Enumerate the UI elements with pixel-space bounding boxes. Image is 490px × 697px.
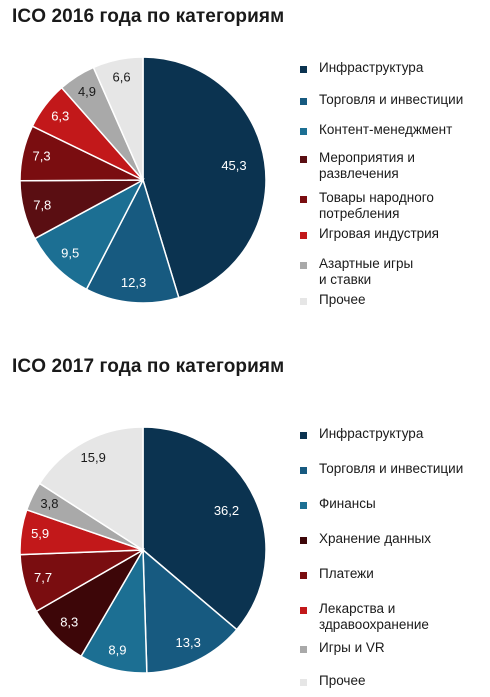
legend-item: Хранение данных — [300, 531, 490, 547]
legend-item: Лекарства и здравоохранение — [300, 601, 490, 633]
slice-value-label: 7,7 — [34, 570, 52, 585]
legend-swatch — [300, 128, 307, 135]
legend-swatch — [300, 537, 307, 544]
slice-value-label: 15,9 — [81, 450, 106, 465]
legend-label: Инфраструктура — [319, 60, 424, 75]
pie-slice-1 — [85, 178, 180, 304]
slice-value-label: 13,3 — [176, 635, 201, 650]
legend-swatch — [300, 196, 307, 203]
chart-panel-2016: ICO 2016 года по категориям 45,3 12,3 9,5 7… — [0, 0, 490, 340]
legend-swatch — [300, 572, 307, 579]
legend-item: Инфраструктура — [300, 426, 490, 442]
legend-label: Платежи — [319, 566, 374, 581]
slice-value-label: 5,9 — [31, 526, 49, 541]
legend-label: Мероприятия и развлечения — [319, 150, 415, 181]
pie-slice-0 — [142, 426, 267, 631]
legend-item: Мероприятия и развлечения — [300, 150, 490, 182]
legend-label: Торговля и инвестиции — [319, 92, 464, 107]
legend-label: Азартные игры и ставки — [319, 256, 414, 287]
legend-label: Финансы — [319, 496, 376, 511]
pie-chart-2017: 36,2 13,3 8,9 8,3 7,7 5,9 3,8 15,9 — [19, 426, 267, 674]
slice-value-label: 6,6 — [113, 70, 131, 85]
legend-label: Прочее — [319, 292, 366, 307]
chart-title-2017: ICO 2017 года по категориям — [12, 356, 285, 377]
legend-label: Хранение данных — [319, 531, 431, 546]
legend-label: Товары народного потребления — [319, 190, 434, 221]
legend-swatch — [300, 502, 307, 509]
legend-swatch — [300, 432, 307, 439]
pie-chart-2016: 45,3 12,3 9,5 7,8 7,3 6,3 4,9 6,6 — [19, 56, 267, 304]
legend-label: Игровая индустрия — [319, 226, 439, 241]
legend-item: Торговля и инвестиции — [300, 92, 490, 108]
slice-value-label: 4,9 — [78, 84, 96, 99]
legend-item: Азартные игры и ставки — [300, 256, 490, 288]
slice-value-label: 36,2 — [214, 503, 239, 518]
legend-item: Товары народного потребления — [300, 190, 490, 222]
legend-swatch — [300, 262, 307, 269]
legend-swatch — [300, 679, 307, 686]
chart-title-2016: ICO 2016 года по категориям — [12, 6, 285, 27]
legend-item: Прочее — [300, 673, 490, 689]
legend-label: Лекарства и здравоохранение — [319, 601, 429, 632]
slice-value-label: 8,9 — [108, 642, 126, 657]
legend-swatch — [300, 156, 307, 163]
pie-slice-7 — [38, 426, 144, 552]
legend-swatch — [300, 298, 307, 305]
legend-item: Финансы — [300, 496, 490, 512]
slice-value-label: 12,3 — [121, 275, 146, 290]
pie-slice-0 — [142, 56, 267, 299]
legend-label: Контент-менеджмент — [319, 122, 453, 137]
legend-item: Платежи — [300, 566, 490, 582]
legend-label: Инфраструктура — [319, 426, 424, 441]
slice-value-label: 7,8 — [33, 197, 51, 212]
slice-value-label: 9,5 — [61, 246, 79, 261]
legend-item: Торговля и инвестиции — [300, 461, 490, 477]
slice-value-label: 7,3 — [33, 148, 51, 163]
slice-value-label: 8,3 — [60, 615, 78, 630]
pie-slice-1 — [142, 548, 238, 674]
legend-label: Прочее — [319, 673, 366, 688]
pie-slice-7 — [92, 56, 144, 181]
legend-swatch — [300, 232, 307, 239]
legend-swatch — [300, 646, 307, 653]
chart-panel-2017: ICO 2017 года по категориям 36,2 13,3 8,9 8… — [0, 350, 490, 697]
legend-swatch — [300, 467, 307, 474]
legend-item: Контент-менеджмент — [300, 122, 490, 138]
legend-item: Инфраструктура — [300, 60, 490, 76]
slice-value-label: 6,3 — [51, 108, 69, 123]
legend-swatch — [300, 98, 307, 105]
legend-item: Игры и VR — [300, 640, 490, 656]
legend-swatch — [300, 66, 307, 73]
slice-value-label: 3,8 — [40, 496, 58, 511]
legend-item: Игровая индустрия — [300, 226, 490, 242]
slice-value-label: 45,3 — [221, 158, 246, 173]
legend-swatch — [300, 607, 307, 614]
legend-label: Торговля и инвестиции — [319, 461, 464, 476]
legend-item: Прочее — [300, 292, 490, 308]
legend-label: Игры и VR — [319, 640, 385, 655]
